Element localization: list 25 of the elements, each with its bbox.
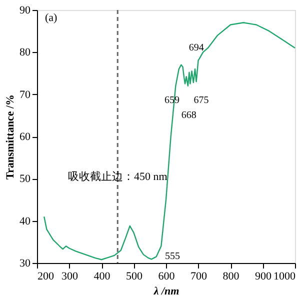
- x-tick-label: 800: [222, 270, 240, 282]
- x-tick-label: 1000: [274, 270, 296, 282]
- ref-line-label: 吸收截止边：450 nm: [68, 170, 168, 183]
- y-tick-label: 30: [20, 258, 31, 270]
- annotation: 555: [164, 251, 180, 262]
- y-tick-label: 80: [20, 46, 31, 59]
- y-tick-label: 70: [20, 88, 31, 101]
- x-axis-title: λ /nm: [152, 286, 180, 298]
- y-tick-label: 60: [20, 131, 31, 143]
- annotation: 694: [188, 42, 204, 54]
- x-tick-label: 600: [158, 270, 176, 282]
- y-axis-title: Transmittance /%: [4, 94, 16, 180]
- y-tick-label: 40: [20, 215, 31, 228]
- annotation: 675: [194, 94, 209, 106]
- x-tick-label: 400: [94, 270, 111, 282]
- x-tick-label: 200: [38, 270, 54, 282]
- x-tick-label: 500: [126, 270, 143, 282]
- line-series: [43, 22, 296, 260]
- annotation: (a): [45, 12, 58, 24]
- y-tick-label: 90: [20, 4, 31, 16]
- x-tick-label: 300: [62, 270, 78, 282]
- x-tick-label: 900: [255, 270, 272, 282]
- annotation: 668: [181, 110, 196, 121]
- y-tick-label: 50: [20, 173, 31, 186]
- x-tick-label: 700: [190, 270, 208, 282]
